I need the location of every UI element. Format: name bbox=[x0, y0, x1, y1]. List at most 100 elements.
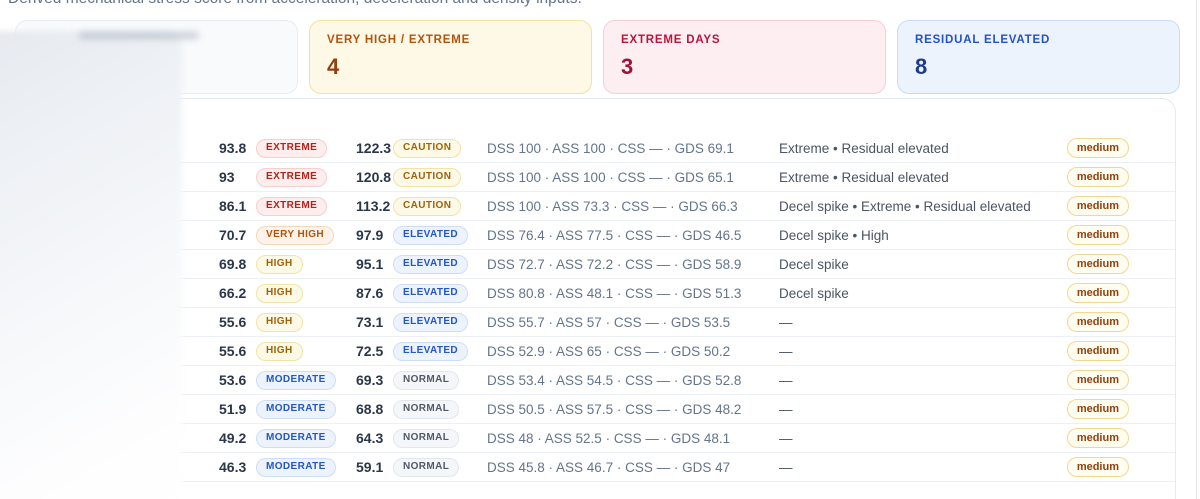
load-level-badge: VERY HIGH bbox=[256, 225, 335, 245]
strain-level-badge: ELEVATED bbox=[393, 341, 469, 361]
load-score: 53.6 bbox=[219, 372, 247, 388]
strain-score: 120.8 bbox=[356, 169, 392, 185]
confidence-badge: medium bbox=[1066, 340, 1129, 362]
load-level-badge: EXTREME bbox=[256, 196, 328, 216]
component-scores: DSS 100 · ASS 73.3 · CSS — · GDS 66.3 bbox=[487, 198, 738, 214]
component-scores: DSS 100 · ASS 100 · CSS — · GDS 65.1 bbox=[487, 169, 734, 185]
strain-score: 69.3 bbox=[356, 372, 384, 388]
confidence-badge: medium bbox=[1066, 427, 1129, 449]
flags-text: Extreme • Residual elevated bbox=[779, 169, 949, 185]
strain-score: 68.8 bbox=[356, 401, 384, 417]
strain-level-badge: CAUTION bbox=[393, 167, 462, 187]
confidence-badge: medium bbox=[1066, 311, 1129, 333]
load-level-badge: HIGH bbox=[256, 312, 303, 332]
load-score: 66.2 bbox=[219, 285, 247, 301]
table-row: 69.8 HIGH 95.1 ELEVATED DSS 72.7 · ASS 7… bbox=[16, 250, 1175, 279]
stress-table-card: 93.8 EXTREME 122.3 CAUTION DSS 100 · ASS… bbox=[15, 98, 1176, 499]
strain-level-badge: ELEVATED bbox=[393, 254, 469, 274]
strain-level-badge: NORMAL bbox=[393, 370, 460, 390]
table-row: 53.6 MODERATE 69.3 NORMAL DSS 53.4 · ASS… bbox=[16, 366, 1175, 395]
confidence-badge: medium bbox=[1066, 224, 1129, 246]
table-row: 70.7 VERY HIGH 97.9 ELEVATED DSS 76.4 · … bbox=[16, 221, 1175, 250]
load-score: 55.6 bbox=[219, 314, 247, 330]
load-level-badge: HIGH bbox=[256, 341, 303, 361]
component-scores: DSS 76.4 · ASS 77.5 · CSS — · GDS 46.5 bbox=[487, 227, 742, 243]
confidence-badge: medium bbox=[1066, 137, 1129, 159]
confidence-badge: medium bbox=[1066, 369, 1129, 391]
summary-cards: VERY HIGH / EXTREME 4 EXTREME DAYS 3 RES… bbox=[15, 20, 1180, 94]
component-scores: DSS 53.4 · ASS 54.5 · CSS — · GDS 52.8 bbox=[487, 372, 742, 388]
flags-text: — bbox=[779, 343, 793, 359]
summary-card-value: 3 bbox=[621, 54, 634, 79]
strain-level-badge: ELEVATED bbox=[393, 312, 469, 332]
confidence-badge: medium bbox=[1066, 398, 1129, 420]
summary-card-value: 8 bbox=[915, 54, 928, 79]
table-row: 86.1 EXTREME 113.2 CAUTION DSS 100 · ASS… bbox=[16, 192, 1175, 221]
load-score: 86.1 bbox=[219, 198, 247, 214]
summary-card-extreme-days: EXTREME DAYS 3 bbox=[603, 20, 886, 94]
strain-score: 59.1 bbox=[356, 459, 384, 475]
flags-text: Extreme • Residual elevated bbox=[779, 140, 949, 156]
confidence-badge: medium bbox=[1066, 253, 1129, 275]
blurred-label-remnant bbox=[79, 32, 199, 39]
confidence-badge: medium bbox=[1066, 456, 1129, 478]
load-score: 55.6 bbox=[219, 343, 247, 359]
flags-text: — bbox=[779, 430, 793, 446]
confidence-badge: medium bbox=[1066, 195, 1129, 217]
load-score: 49.2 bbox=[219, 430, 247, 446]
strain-level-badge: ELEVATED bbox=[393, 283, 469, 303]
confidence-badge: medium bbox=[1066, 282, 1129, 304]
table-row: 46.3 MODERATE 59.1 NORMAL DSS 45.8 · ASS… bbox=[16, 453, 1175, 482]
load-score: 69.8 bbox=[219, 256, 247, 272]
strain-level-badge: NORMAL bbox=[393, 457, 460, 477]
summary-card-residual-elevated: RESIDUAL ELEVATED 8 bbox=[897, 20, 1180, 94]
summary-card-label: VERY HIGH / EXTREME bbox=[327, 34, 471, 46]
load-score: 93 bbox=[219, 169, 235, 185]
table-row: 55.6 HIGH 73.1 ELEVATED DSS 55.7 · ASS 5… bbox=[16, 308, 1175, 337]
load-level-badge: MODERATE bbox=[256, 399, 336, 419]
load-level-badge: HIGH bbox=[256, 283, 303, 303]
flags-text: Decel spike • Extreme • Residual elevate… bbox=[779, 198, 1031, 214]
load-score: 70.7 bbox=[219, 227, 247, 243]
component-scores: DSS 45.8 · ASS 46.7 · CSS — · GDS 47 bbox=[487, 459, 731, 475]
table-row: 49.2 MODERATE 64.3 NORMAL DSS 48 · ASS 5… bbox=[16, 424, 1175, 453]
strain-level-badge: CAUTION bbox=[393, 138, 462, 158]
strain-level-badge: NORMAL bbox=[393, 399, 460, 419]
flags-text: Decel spike bbox=[779, 285, 849, 301]
load-level-badge: EXTREME bbox=[256, 167, 328, 187]
strain-score: 97.9 bbox=[356, 227, 384, 243]
strain-score: 73.1 bbox=[356, 314, 384, 330]
component-scores: DSS 80.8 · ASS 48.1 · CSS — · GDS 51.3 bbox=[487, 285, 742, 301]
table-rows: 93.8 EXTREME 122.3 CAUTION DSS 100 · ASS… bbox=[16, 134, 1175, 482]
strain-level-badge: CAUTION bbox=[393, 196, 462, 216]
load-level-badge: MODERATE bbox=[256, 457, 336, 477]
strain-score: 113.2 bbox=[356, 198, 391, 214]
component-scores: DSS 100 · ASS 100 · CSS — · GDS 69.1 bbox=[487, 140, 734, 156]
strain-level-badge: NORMAL bbox=[393, 428, 460, 448]
summary-card-label: RESIDUAL ELEVATED bbox=[915, 34, 1051, 46]
flags-text: — bbox=[779, 314, 793, 330]
strain-score: 72.5 bbox=[356, 343, 384, 359]
flags-text: — bbox=[779, 401, 793, 417]
strain-score: 64.3 bbox=[356, 430, 384, 446]
strain-score: 87.6 bbox=[356, 285, 384, 301]
table-row: 51.9 MODERATE 68.8 NORMAL DSS 50.5 · ASS… bbox=[16, 395, 1175, 424]
load-score: 51.9 bbox=[219, 401, 247, 417]
table-row: 66.2 HIGH 87.6 ELEVATED DSS 80.8 · ASS 4… bbox=[16, 279, 1175, 308]
scrollbar[interactable] bbox=[1196, 0, 1200, 499]
summary-card-label: EXTREME DAYS bbox=[621, 34, 721, 46]
strain-score: 122.3 bbox=[356, 140, 392, 156]
flags-text: — bbox=[779, 372, 793, 388]
flags-text: Decel spike bbox=[779, 256, 849, 272]
summary-card-value: 4 bbox=[327, 54, 340, 79]
table-row: 93.8 EXTREME 122.3 CAUTION DSS 100 · ASS… bbox=[16, 134, 1175, 163]
strain-score: 95.1 bbox=[356, 256, 384, 272]
flags-text: Decel spike • High bbox=[779, 227, 889, 243]
confidence-badge: medium bbox=[1066, 166, 1129, 188]
table-row: 55.6 HIGH 72.5 ELEVATED DSS 52.9 · ASS 6… bbox=[16, 337, 1175, 366]
load-score: 93.8 bbox=[219, 140, 247, 156]
component-scores: DSS 52.9 · ASS 65 · CSS — · GDS 50.2 bbox=[487, 343, 731, 359]
load-level-badge: EXTREME bbox=[256, 138, 328, 158]
strain-level-badge: ELEVATED bbox=[393, 225, 469, 245]
page-subtitle: Derived mechanical stress score from acc… bbox=[8, 0, 582, 8]
